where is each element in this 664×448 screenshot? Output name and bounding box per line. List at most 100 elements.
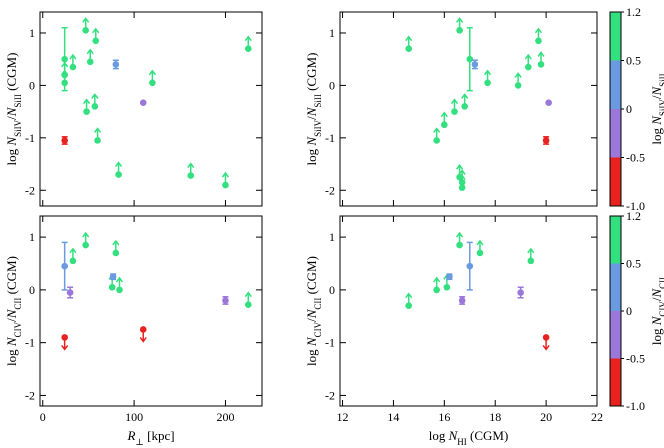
y-tick-label: 1 — [329, 26, 335, 40]
label-part: N — [304, 106, 319, 117]
x-axis-label: log NHI (CGM) — [429, 428, 509, 447]
label-part: N — [304, 136, 319, 147]
data-point — [82, 241, 89, 249]
data-point — [524, 63, 532, 71]
data-point — [545, 99, 552, 107]
y-tick-label: 0 — [329, 78, 335, 92]
label-part: N — [649, 85, 664, 96]
label-part: N — [649, 288, 664, 299]
label-part: HI — [457, 437, 467, 447]
label-part: N — [649, 315, 664, 326]
data-point — [139, 326, 147, 333]
y-axis-label: log NSiIV/NSiII (CGM) — [4, 53, 23, 166]
colorbar-tick-label: -0.5 — [626, 352, 645, 366]
y-tick-label: -1 — [325, 131, 335, 145]
label-part: R — [126, 428, 135, 443]
label-part: SiII — [13, 94, 23, 108]
x-axis-label: R⊥ [kpc] — [126, 428, 174, 447]
label-part: CIV — [658, 301, 664, 317]
label-part: SiIV — [13, 119, 23, 137]
x-tick-label: 200 — [216, 410, 234, 424]
label-part: log — [304, 146, 319, 166]
data-point — [116, 286, 123, 294]
data-point — [109, 273, 117, 280]
label-part: SiIV — [313, 119, 323, 137]
label-part: SiII — [313, 94, 323, 108]
y-tick-label: -2 — [325, 183, 335, 197]
data-point — [108, 283, 116, 291]
data-point — [461, 103, 468, 110]
y-tick-label: 0 — [29, 78, 35, 92]
label-part: N — [4, 336, 19, 347]
y-axis-label: log NCIV/NCII (CGM) — [4, 256, 23, 366]
data-point — [433, 286, 440, 294]
label-part: SiIV — [658, 99, 664, 117]
x-tick-label: 16 — [438, 410, 450, 424]
plot-frame — [39, 215, 263, 407]
data-point — [61, 334, 68, 341]
data-point — [535, 37, 542, 45]
data-point — [405, 45, 413, 53]
colorbar-tick-label: -1.0 — [626, 199, 645, 213]
data-point — [91, 103, 99, 110]
colorbar-tick-label: 1.2 — [626, 209, 641, 223]
data-point — [458, 297, 466, 304]
data-point — [466, 55, 474, 63]
label-part: N — [4, 308, 19, 319]
data-point — [466, 262, 474, 270]
colorbar-tick-label: -0.5 — [626, 151, 645, 165]
data-point — [456, 173, 463, 181]
data-point — [94, 137, 101, 144]
label-part: SiII — [658, 73, 664, 87]
x-tick-label: 12 — [337, 410, 349, 424]
label-part: log — [649, 325, 664, 345]
label-part: N — [304, 308, 319, 319]
data-point — [66, 289, 74, 296]
data-point — [69, 63, 77, 71]
data-point — [514, 82, 522, 89]
data-point — [446, 273, 453, 280]
y-tick-label: -1 — [25, 336, 35, 350]
colorbar-tick-label: -1.0 — [626, 399, 645, 413]
colorbar-segment — [610, 12, 621, 61]
data-point — [443, 283, 451, 291]
label-part: [kpc] — [144, 428, 175, 443]
x-tick-label: 22 — [591, 410, 603, 424]
label-part: N — [448, 428, 459, 443]
label-part: log — [429, 428, 449, 443]
data-point — [83, 108, 90, 115]
data-point — [456, 241, 463, 249]
y-tick-label: 1 — [29, 230, 35, 244]
colorbar-segment — [610, 263, 621, 311]
colorbar-tick-label: 0 — [626, 102, 632, 116]
data-point — [149, 79, 156, 87]
label-part: CII — [658, 277, 664, 289]
label-part: log — [649, 125, 664, 145]
y-axis-label: log NCIV/NCII (CGM) — [304, 256, 323, 366]
label-part: log — [4, 146, 19, 166]
data-point — [542, 137, 550, 144]
data-point — [82, 27, 89, 34]
colorbar-segment — [610, 157, 621, 206]
data-point — [187, 172, 195, 179]
label-part: CIV — [13, 321, 23, 337]
data-point — [244, 301, 252, 308]
x-tick-label: 100 — [125, 410, 143, 424]
plot-frame — [339, 11, 598, 207]
label-part: N — [649, 115, 664, 126]
data-point — [451, 108, 458, 115]
label-part: N — [4, 136, 19, 147]
data-point — [112, 61, 120, 68]
plot-frame — [39, 11, 263, 207]
colorbar-segment — [610, 216, 621, 264]
label-part: / — [649, 95, 664, 99]
data-point — [456, 27, 463, 34]
data-point — [517, 289, 524, 296]
y-tick-label: 1 — [329, 230, 335, 244]
plot-frame — [339, 215, 598, 407]
colorbar-tick-label: 0.5 — [626, 54, 641, 68]
data-point — [433, 137, 440, 144]
x-tick-label: 20 — [540, 410, 552, 424]
label-part: (CGM) — [467, 428, 509, 443]
